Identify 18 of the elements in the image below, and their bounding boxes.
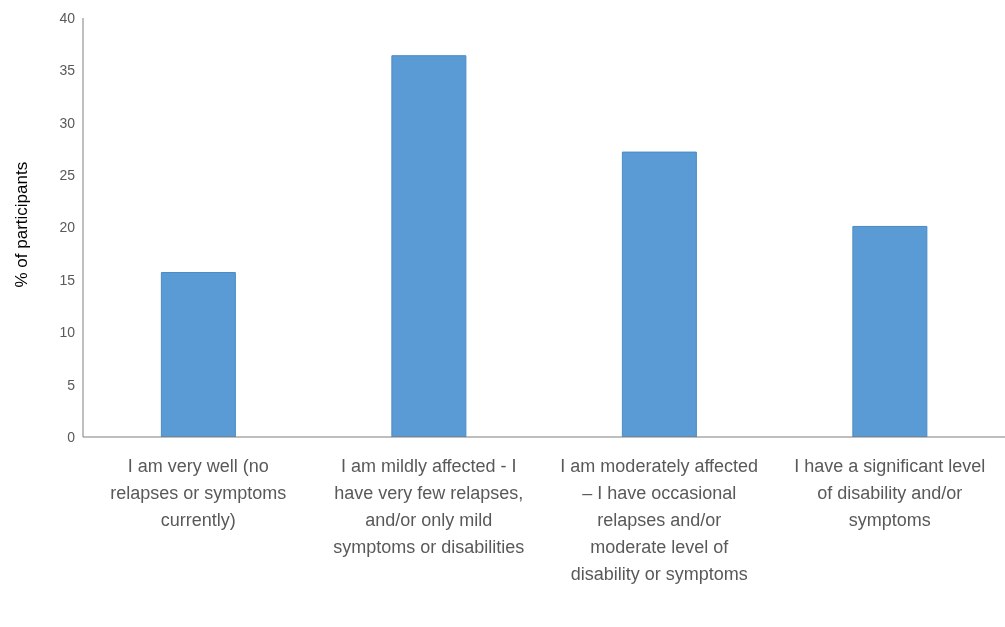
y-tick-label: 0 [67,428,76,445]
y-tick-label: 35 [59,62,76,79]
x-tick-label: I have a significant level of disability and/or symptoms [794,455,986,530]
bar [621,151,697,437]
y-tick-label: 10 [59,324,76,341]
bar [160,272,236,437]
y-tick-label: 15 [59,271,76,288]
x-tick-label: I am moderately affected – I have occasional relapses and/or moderate level of disability or symptoms [560,455,759,584]
y-axis-title: % of participants [12,161,32,288]
y-tick-label: 40 [59,9,76,26]
y-tick-label: 25 [59,167,76,184]
y-tick-label: 20 [59,219,76,236]
x-tick-label: I am mildly affected - I have very few relapses, and/or only mild symptoms or disabilities [333,455,525,557]
bar [391,55,467,437]
x-tick-label: I am very well (no relapses or symptoms currently) [110,455,287,530]
y-tick-label: 5 [67,376,76,393]
y-tick-label: 30 [59,114,76,131]
bar [852,225,928,437]
